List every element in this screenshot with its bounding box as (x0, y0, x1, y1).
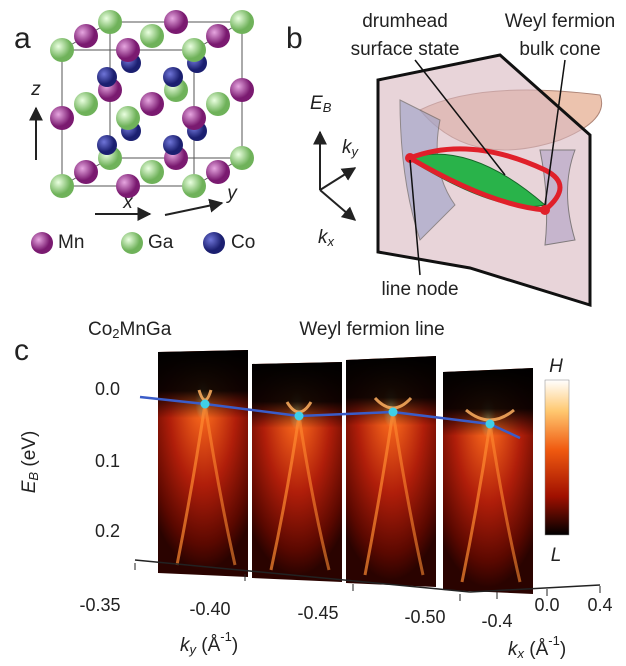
spectrum-shade (443, 368, 533, 594)
atom (50, 38, 74, 62)
atom (50, 174, 74, 198)
weyl-point (295, 412, 304, 421)
legend-marker (203, 232, 225, 254)
label-main: E (310, 93, 323, 114)
label-unit: ) (560, 639, 566, 660)
label-sub: B (323, 100, 332, 115)
atom (116, 38, 140, 62)
atom (230, 146, 254, 170)
spectrum-shade (252, 362, 342, 582)
label-unit: (Å (524, 639, 549, 660)
x-tick-label: 0.4 (587, 595, 612, 615)
x-tick-label: 0.0 (534, 595, 559, 615)
atom (182, 38, 206, 62)
y-tick-label: 0.0 (95, 379, 120, 399)
panel-label: b (286, 22, 303, 55)
atom (97, 135, 117, 155)
axis-arrow (165, 203, 222, 215)
atom (182, 106, 206, 130)
atom (206, 160, 230, 184)
colorbar-label: L (551, 545, 562, 566)
atom (140, 24, 164, 48)
x-tick-label: -0.35 (79, 595, 120, 615)
atom (74, 160, 98, 184)
atom (98, 10, 122, 34)
axis-label: ky (342, 137, 360, 159)
legend-marker (121, 232, 143, 254)
atom (164, 10, 188, 34)
label-main: MnGa (120, 319, 172, 340)
node-point (540, 205, 550, 215)
legend-marker (31, 232, 53, 254)
y-tick-label: 0.2 (95, 521, 120, 541)
legend-label: Ga (148, 232, 174, 253)
colorbar (545, 380, 569, 535)
atom (206, 24, 230, 48)
axis-label: z (30, 79, 41, 100)
x-tick-label: -0.45 (297, 603, 338, 623)
label-sub: 2 (112, 326, 119, 341)
atom (116, 106, 140, 130)
annotation: surface state (351, 39, 460, 60)
atom (50, 106, 74, 130)
label-sub: x (327, 234, 335, 249)
legend-label: Co (231, 232, 255, 253)
axis-arrow (320, 168, 355, 190)
x-axis-label: ky (Å-1) (180, 629, 238, 657)
atom (163, 67, 183, 87)
atom (163, 135, 183, 155)
label-unit: (eV) (19, 431, 40, 472)
annotation: Weyl fermion (505, 11, 616, 32)
y-tick-label: 0.1 (95, 451, 120, 471)
label-main: Co (88, 319, 112, 340)
figure: a z x y Mn Ga Co b drumhead surface stat… (0, 0, 626, 666)
label-sup: -1 (548, 633, 560, 648)
x-tick-label: -0.4 (481, 611, 512, 631)
label-main: E (19, 480, 40, 493)
atom (206, 92, 230, 116)
chart-title: Weyl fermion line (299, 319, 444, 340)
atom (74, 24, 98, 48)
weyl-point (201, 400, 210, 409)
colorbar-label: H (549, 356, 563, 377)
annotation: drumhead (362, 11, 448, 32)
panel-label: a (14, 22, 31, 55)
panel-label: c (14, 334, 29, 367)
annotation: bulk cone (519, 39, 600, 60)
x-tick-label: -0.40 (189, 599, 230, 619)
legend-label: Mn (58, 232, 84, 253)
label-sub: y (351, 144, 360, 159)
atom (230, 78, 254, 102)
x-tick-label: -0.50 (404, 607, 445, 627)
annotation: line node (381, 279, 458, 300)
atom (182, 174, 206, 198)
axis-label: kx (318, 227, 335, 249)
label-sub: B (26, 472, 41, 481)
spectrum-shade (346, 356, 436, 587)
atom (74, 92, 98, 116)
label-unit: ) (232, 635, 238, 656)
atom (97, 67, 117, 87)
y-axis-label: EB (eV) (19, 431, 41, 494)
atom (230, 10, 254, 34)
compound: Co2MnGa (88, 319, 172, 341)
atom (140, 160, 164, 184)
x-axis-label: kx (Å-1) (508, 633, 566, 661)
spectrum-shade (158, 350, 248, 577)
weyl-point (486, 420, 495, 429)
label-sup: -1 (220, 629, 232, 644)
atom (140, 92, 164, 116)
axis-label: y (225, 183, 238, 204)
axis-label: x (122, 192, 134, 213)
axis-arrow (320, 190, 355, 220)
weyl-point (389, 408, 398, 417)
label-unit: (Å (196, 635, 221, 656)
axis-label: EB (310, 93, 332, 115)
